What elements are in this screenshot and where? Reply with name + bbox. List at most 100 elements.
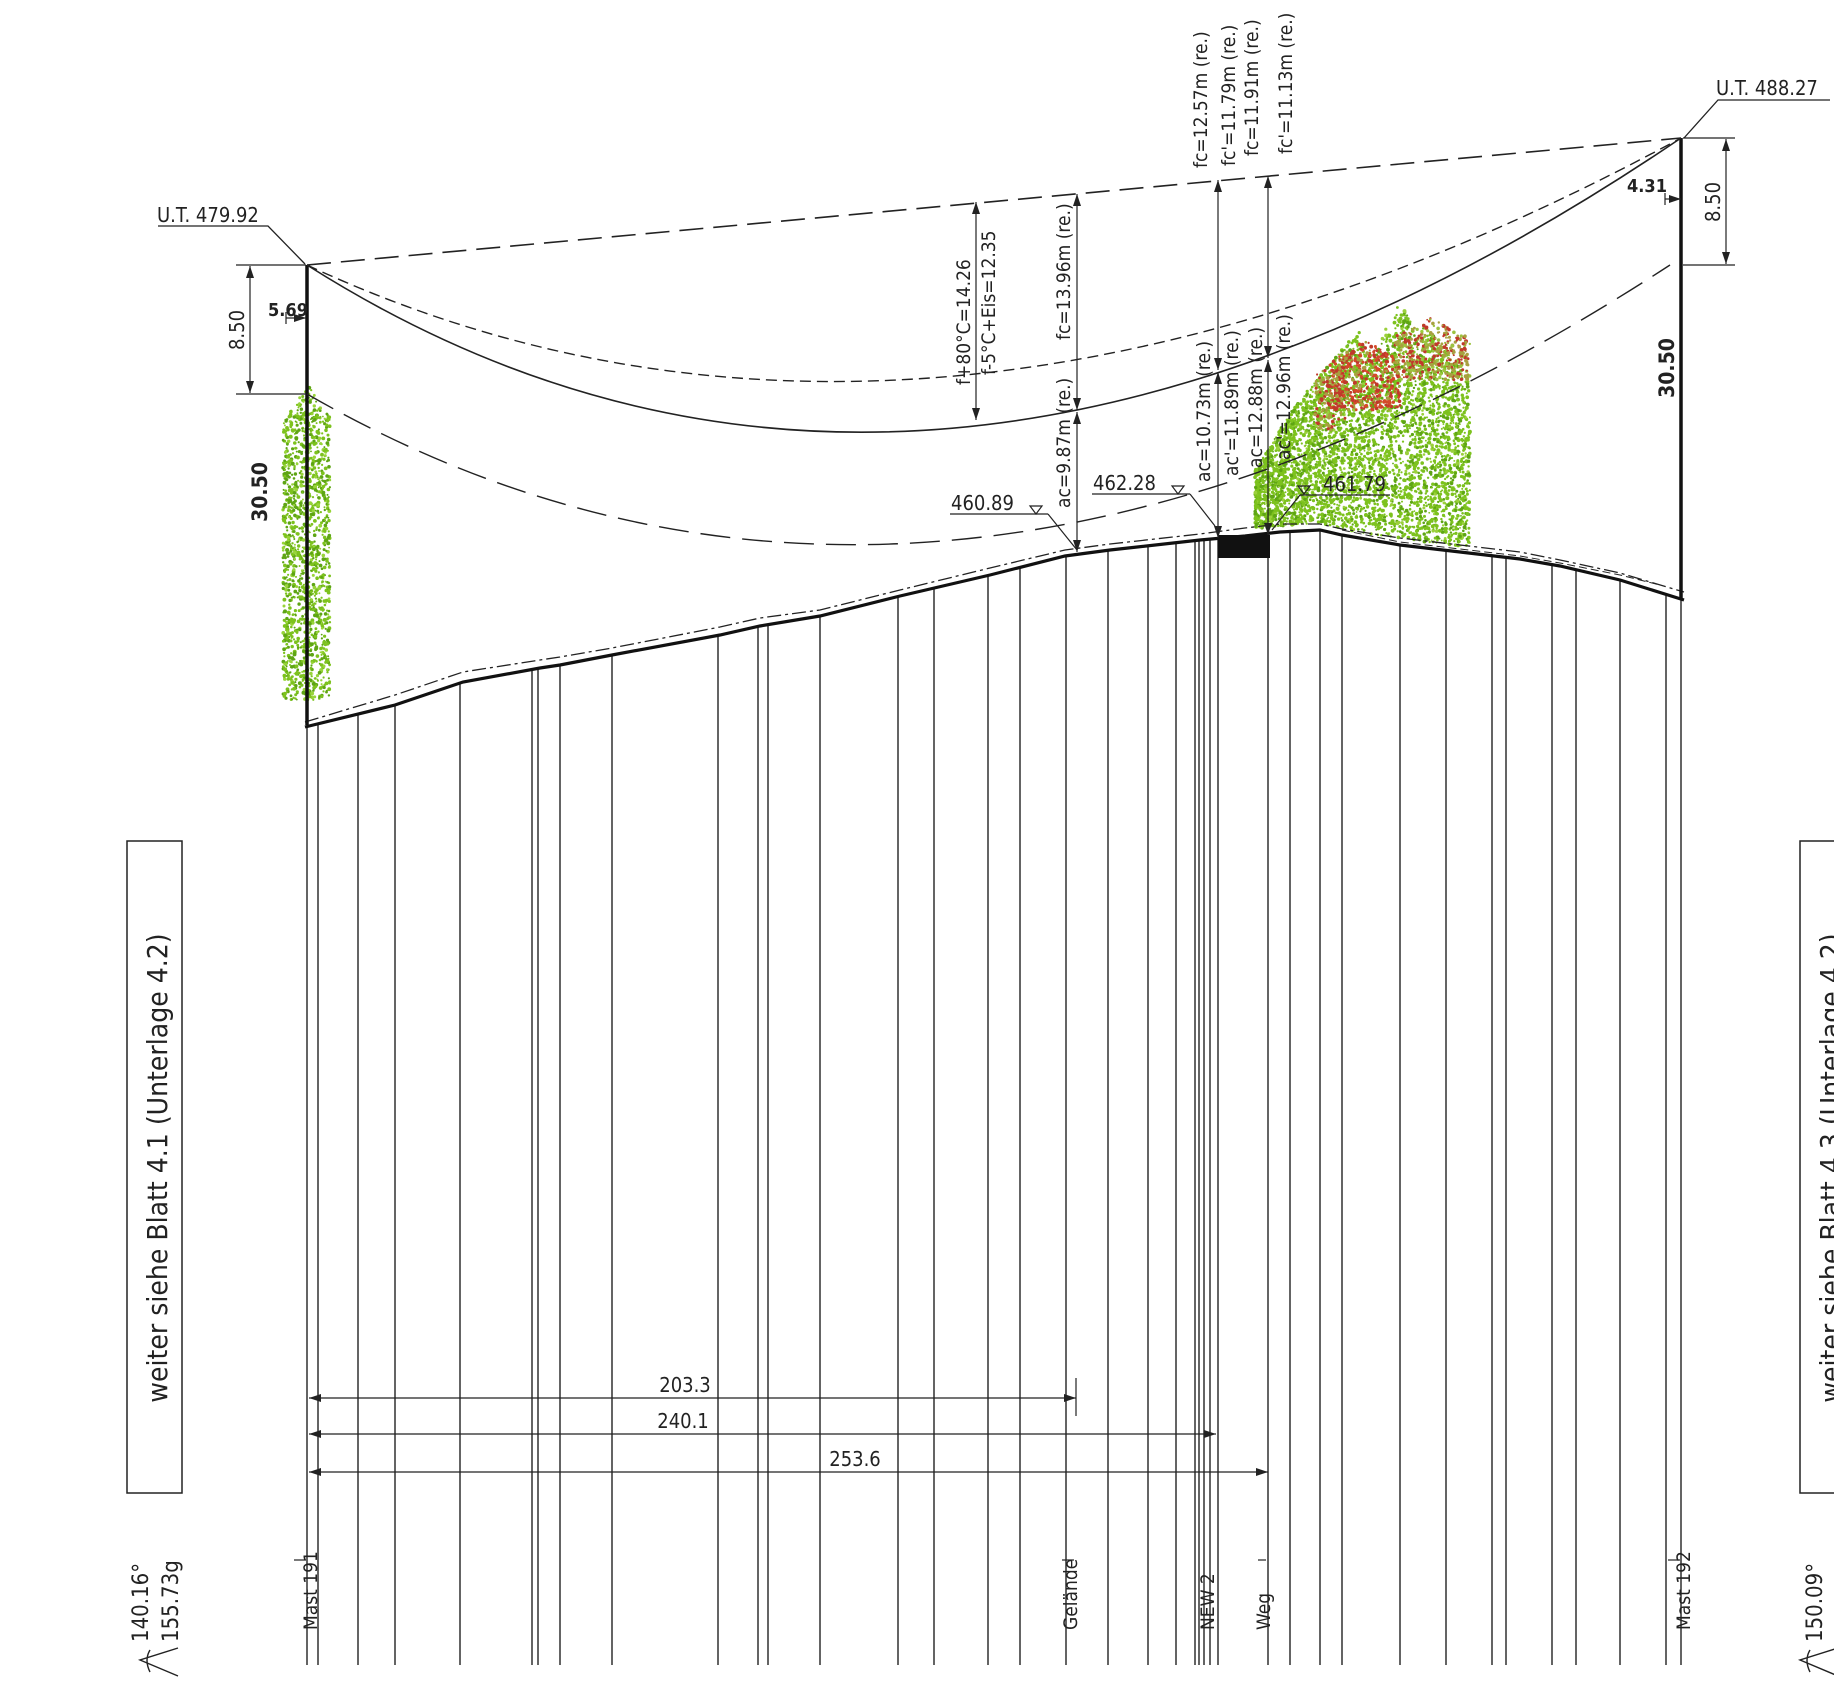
vegetation-point [1315, 497, 1318, 500]
vegetation-point [289, 671, 292, 674]
vegetation-point [321, 420, 325, 423]
vegetation-point [1373, 450, 1377, 453]
vegetation-point [1413, 334, 1416, 337]
vegetation-point [1289, 425, 1293, 430]
vegetation-point [1283, 435, 1287, 440]
vegetation-point [1449, 470, 1454, 474]
vegetation-point [285, 675, 288, 677]
vegetation-point [299, 538, 302, 542]
vegetation-point [281, 517, 285, 521]
vegetation-point [1368, 424, 1371, 427]
vegetation-point [315, 562, 319, 566]
vegetation-point [1441, 458, 1444, 462]
vegetation-point [1434, 529, 1439, 533]
vegetation-point [1350, 470, 1354, 474]
vegetation-point [288, 434, 293, 439]
vegetation-point [320, 576, 323, 579]
vegetation-point [1437, 492, 1440, 495]
vegetation-point [1352, 512, 1356, 516]
vegetation-point [1256, 479, 1260, 483]
vegetation-point [313, 488, 318, 492]
vegetation-point [286, 594, 289, 598]
vegetation-point [287, 488, 292, 493]
vegetation-point [318, 695, 321, 699]
vegetation-point [299, 577, 302, 580]
vegetation-point [1377, 477, 1382, 482]
vegetation-point [1264, 519, 1268, 523]
vegetation-point [1384, 327, 1388, 331]
vegetation-point [1345, 512, 1349, 516]
vegetation-point [295, 585, 299, 589]
vegetation-point [287, 573, 290, 576]
vegetation-point [1342, 484, 1346, 488]
vegetation-point [1371, 462, 1375, 466]
vegetation-point [323, 446, 326, 449]
vegetation-point [1313, 471, 1318, 476]
vegetation-point [322, 640, 327, 645]
vegetation-point [1423, 448, 1426, 452]
vegetation-point [1274, 449, 1278, 452]
vegetation-point [283, 468, 287, 471]
vegetation-point [281, 582, 285, 586]
vegetation-point [1431, 486, 1434, 489]
vegetation-point [300, 470, 303, 473]
vegetation-point [318, 470, 321, 472]
vegetation-point [1389, 521, 1394, 525]
vegetation-point [1305, 478, 1308, 481]
vegetation-point [321, 463, 324, 466]
vegetation-point [327, 518, 331, 523]
vegetation-point [1277, 477, 1279, 479]
vegetation-point [1393, 425, 1396, 428]
vegetation-point [298, 586, 301, 589]
vegetation-point [1340, 471, 1344, 474]
vegetation-point [1350, 490, 1354, 494]
vegetation-point [313, 641, 317, 645]
vegetation-point [283, 570, 287, 574]
vegetation-point [297, 553, 300, 557]
vegetation-point [1318, 480, 1323, 484]
vegetation-point [1467, 389, 1471, 393]
vegetation-point [1349, 457, 1354, 461]
vegetation-point [318, 560, 321, 563]
vegetation-point [1350, 450, 1354, 454]
vegetation-point [282, 533, 285, 536]
vegetation-point [1289, 432, 1293, 436]
vegetation-point [1298, 418, 1302, 421]
vegetation-point [321, 493, 325, 497]
vegetation-point [327, 585, 332, 589]
vegetation-point [283, 507, 286, 510]
vegetation-point [1396, 347, 1400, 351]
vegetation-point [1334, 511, 1337, 515]
vegetation-point [1366, 363, 1369, 367]
vegetation-point [1310, 385, 1314, 389]
vegetation-point [289, 618, 294, 623]
vegetation-point [1359, 517, 1364, 522]
vegetation-point [1421, 399, 1425, 402]
vegetation-point [1388, 421, 1392, 424]
vegetation-point [301, 530, 305, 533]
vegetation-point [1294, 502, 1297, 505]
vegetation-point [317, 439, 321, 443]
vegetation-point [1380, 462, 1384, 466]
vegetation-point [1452, 528, 1455, 532]
vegetation-point [1462, 449, 1465, 452]
vegetation-point [315, 400, 318, 403]
vegetation-point [1370, 376, 1374, 381]
vegetation-point [1454, 436, 1458, 440]
vegetation-point [1462, 411, 1466, 415]
vegetation-point [1333, 478, 1338, 482]
vegetation-point [1398, 530, 1402, 533]
vegetation-point [1317, 477, 1319, 480]
vegetation-point [1399, 321, 1402, 324]
vegetation-point [1432, 387, 1436, 391]
vegetation-point [1446, 378, 1450, 382]
vegetation-point [1350, 452, 1354, 457]
vegetation-point [1297, 447, 1300, 450]
vegetation-point [1410, 398, 1413, 402]
vegetation-point [1372, 429, 1375, 432]
vegetation-point [1442, 460, 1446, 464]
vegetation-point [317, 620, 321, 625]
vegetation-point [1274, 488, 1278, 492]
vegetation-point [326, 487, 331, 492]
vegetation-point [315, 613, 319, 618]
